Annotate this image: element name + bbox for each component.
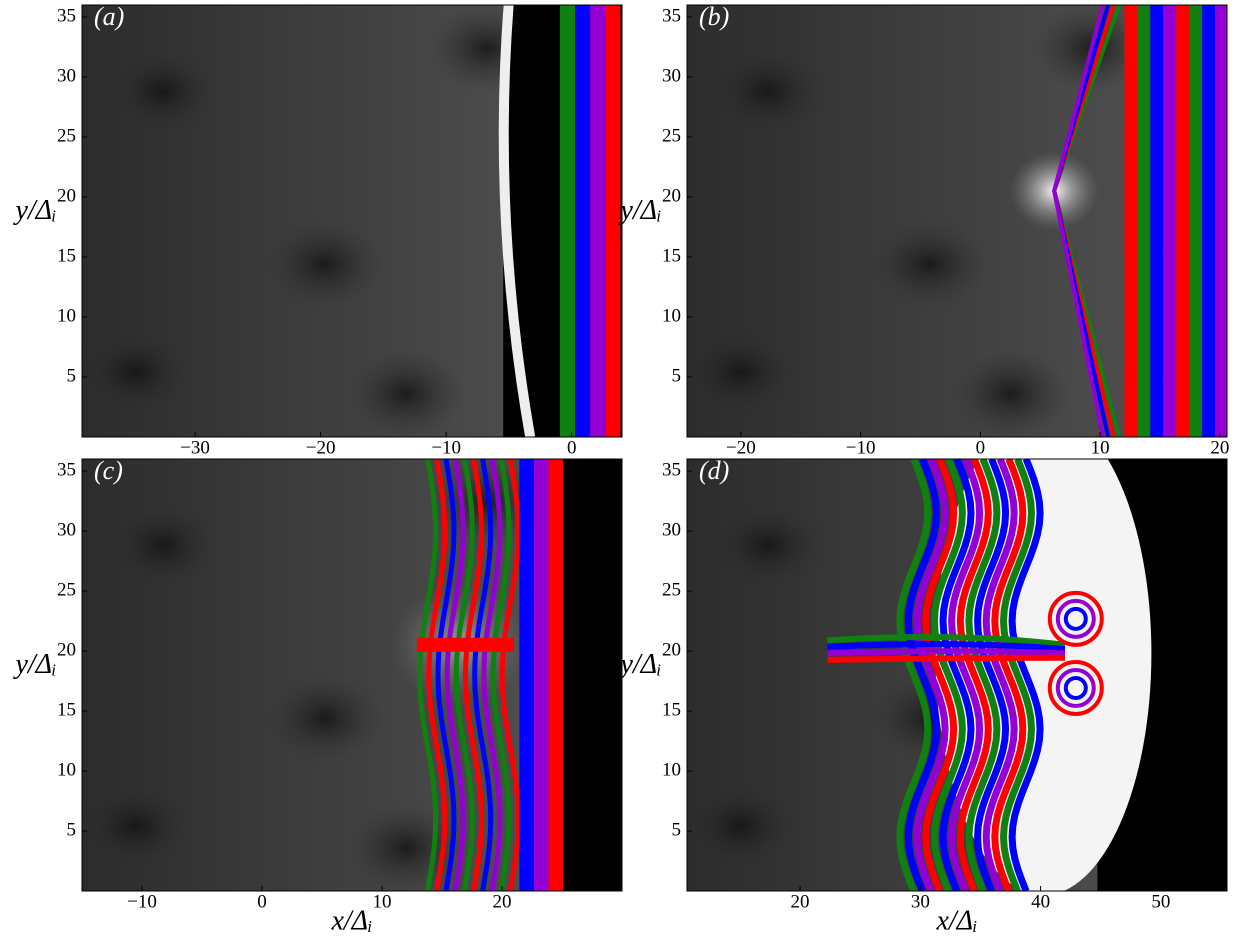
y-tick-label: 35 xyxy=(57,5,76,26)
vortex xyxy=(76,327,196,417)
panel-label: (d) xyxy=(699,456,729,485)
panel: −10 0 10 20 5 10 15 20 25 30 35 (c) y/Δᵢ x/Δᵢ xyxy=(12,456,622,936)
y-axis-label: y/Δᵢ xyxy=(12,649,56,680)
stripe xyxy=(590,5,605,437)
x-tick-label: −20 xyxy=(726,437,756,458)
y-tick-label: 30 xyxy=(57,519,76,540)
y-tick-label: 30 xyxy=(57,65,76,86)
x-tick-label: 40 xyxy=(1031,891,1050,912)
y-tick-label: 5 xyxy=(672,365,682,386)
y-tick-label: 15 xyxy=(57,699,76,720)
vortex xyxy=(951,349,1071,439)
stripe xyxy=(1124,5,1137,437)
field-image xyxy=(76,3,622,439)
x-axis-label: x/Δᵢ xyxy=(330,905,372,936)
vortex xyxy=(870,219,990,309)
field-image xyxy=(681,411,1227,895)
vortex xyxy=(265,219,385,309)
stripe xyxy=(1176,5,1189,437)
stripe xyxy=(605,5,620,437)
stripe xyxy=(534,459,549,891)
x-tick-label: 30 xyxy=(911,891,930,912)
stripe xyxy=(1189,5,1202,437)
stripe xyxy=(1215,5,1228,437)
y-tick-label: 25 xyxy=(57,125,76,146)
x-tick-label: 20 xyxy=(791,891,810,912)
y-axis-label: y/Δᵢ xyxy=(617,195,661,226)
vortex xyxy=(708,500,828,590)
y-tick-label: 5 xyxy=(672,819,682,840)
x-tick-label: 10 xyxy=(373,891,392,912)
vortex xyxy=(76,781,196,871)
vortex xyxy=(346,349,466,439)
y-tick-label: 25 xyxy=(662,579,681,600)
vortex xyxy=(103,46,223,136)
vortex xyxy=(103,500,223,590)
y-tick-label: 25 xyxy=(57,579,76,600)
y-tick-label: 10 xyxy=(662,305,681,326)
y-tick-label: 10 xyxy=(662,759,681,780)
stripe xyxy=(575,5,590,437)
x-tick-label: −10 xyxy=(431,437,461,458)
y-tick-label: 15 xyxy=(662,245,681,266)
stripe xyxy=(560,5,575,437)
y-tick-label: 20 xyxy=(57,639,76,660)
x-tick-label: −30 xyxy=(180,437,210,458)
y-tick-label: 10 xyxy=(57,305,76,326)
panel: 20 30 40 50 5 10 15 20 25 30 35 (d) y/Δᵢ x/Δᵢ xyxy=(617,411,1227,936)
panel: −20 −10 0 10 20 5 10 15 20 25 30 35 (b) y/Δᵢ xyxy=(617,2,1229,458)
vortex xyxy=(708,46,828,136)
y-tick-label: 25 xyxy=(662,125,681,146)
stripe xyxy=(549,459,564,891)
y-tick-label: 5 xyxy=(67,365,77,386)
y-tick-label: 30 xyxy=(662,65,681,86)
vortex xyxy=(681,327,801,417)
x-tick-label: −10 xyxy=(127,891,157,912)
panel-label: (a) xyxy=(94,2,124,31)
x-tick-label: 50 xyxy=(1151,891,1170,912)
stripe xyxy=(1137,5,1150,437)
x-tick-label: 0 xyxy=(257,891,267,912)
y-tick-label: 20 xyxy=(662,639,681,660)
y-tick-label: 30 xyxy=(662,519,681,540)
y-tick-label: 15 xyxy=(662,699,681,720)
y-tick-label: 35 xyxy=(662,5,681,26)
x-axis-label: x/Δᵢ xyxy=(935,905,977,936)
x-tick-label: 0 xyxy=(976,437,986,458)
y-tick-label: 15 xyxy=(57,245,76,266)
stripe xyxy=(519,459,534,891)
panel: −30 −20 −10 0 5 10 15 20 25 30 35 (a) y/Δᵢ xyxy=(12,2,622,458)
x-tick-label: 20 xyxy=(493,891,512,912)
field-image xyxy=(76,457,622,893)
y-tick-label: 20 xyxy=(57,185,76,206)
y-tick-label: 20 xyxy=(662,185,681,206)
vortex xyxy=(681,781,801,871)
x-tick-label: 20 xyxy=(1210,437,1229,458)
y-tick-label: 35 xyxy=(57,459,76,480)
y-tick-label: 5 xyxy=(67,819,77,840)
void xyxy=(563,459,622,891)
stripe xyxy=(1163,5,1176,437)
field-image xyxy=(681,3,1228,439)
y-axis-label: y/Δᵢ xyxy=(617,649,661,680)
y-tick-label: 35 xyxy=(662,459,681,480)
figure: −30−20−1005101520253035(a)y/Δᵢ−20−100102… xyxy=(0,0,1248,938)
finger xyxy=(827,651,1065,653)
vortex xyxy=(265,673,385,763)
x-tick-label: −10 xyxy=(846,437,876,458)
stripe xyxy=(1150,5,1163,437)
panel-label: (c) xyxy=(94,456,123,485)
x-tick-label: 0 xyxy=(567,437,577,458)
stripe xyxy=(1202,5,1215,437)
x-tick-label: −20 xyxy=(306,437,336,458)
panel-label: (b) xyxy=(699,2,729,31)
y-axis-label: y/Δᵢ xyxy=(12,195,56,226)
x-tick-label: 10 xyxy=(1091,437,1110,458)
y-tick-label: 10 xyxy=(57,759,76,780)
finger xyxy=(827,658,1065,660)
